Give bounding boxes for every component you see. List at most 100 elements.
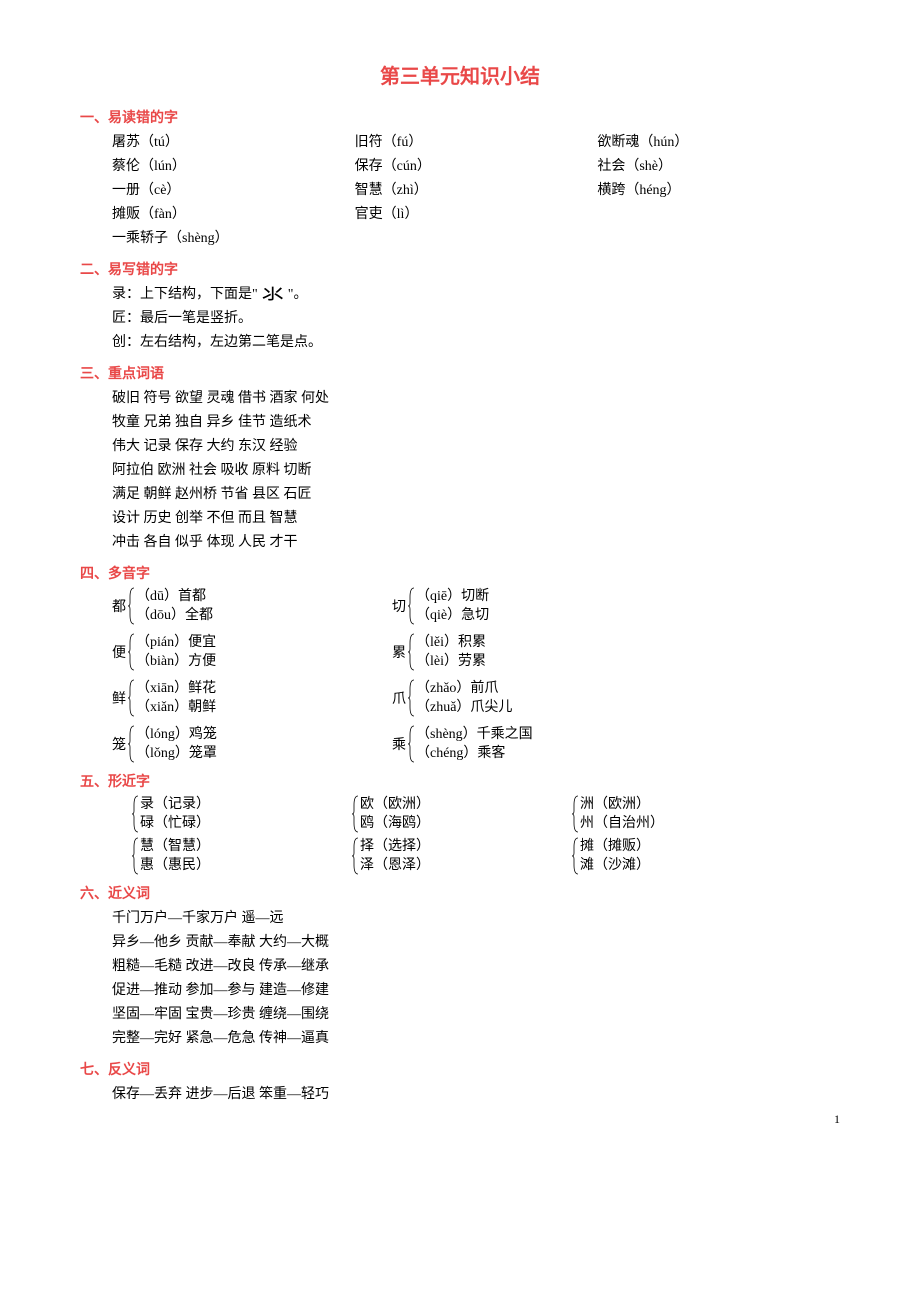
section-1-header: 一、易读错的字	[80, 107, 840, 127]
s6-line: 坚固—牢固 宝贵—珍贵 缠绕—围绕	[112, 1003, 840, 1027]
similar-char: 惠（惠民）	[140, 856, 210, 875]
section-2-content: 录：上下结构，下面是"氺"。 匠：最后一笔是竖折。 创：左右结构，左边第二笔是点…	[112, 283, 840, 355]
brace-icon	[128, 633, 136, 671]
poly-item: 切 （qiē）切断（qiè）急切	[392, 587, 672, 625]
s3-line: 伟大 记录 保存 大约 东汉 经验	[112, 435, 840, 459]
poly-char: 累	[392, 642, 406, 662]
section-4-header: 四、多音字	[80, 563, 840, 583]
similar-item: 欧（欧洲）鸥（海鸥）	[352, 795, 572, 833]
similar-lines: 摊（摊贩）滩（沙滩）	[580, 837, 650, 875]
poly-reading: （biàn）方便	[136, 652, 216, 671]
page-number: 1	[834, 1112, 840, 1127]
poly-reading: （lǒng）笼罩	[136, 744, 217, 763]
poly-char: 笼	[112, 734, 126, 754]
s6-line: 促进—推动 参加—参与 建造—修建	[112, 979, 840, 1003]
poly-item: 都 （dū）首都（dōu）全都	[112, 587, 392, 625]
similar-item: 录（记录）碌（忙碌）	[132, 795, 352, 833]
s3-line: 满足 朝鲜 赵州桥 节省 县区 石匠	[112, 483, 840, 507]
poly-reading: （zhǎo）前爪	[416, 679, 512, 698]
poly-reading: （qiè）急切	[416, 606, 489, 625]
poly-reading: （zhuǎ）爪尖儿	[416, 698, 512, 717]
s6-line: 粗糙—毛糙 改进—改良 传承—继承	[112, 955, 840, 979]
s2-line2: 匠：最后一笔是竖折。	[112, 307, 840, 331]
poly-char: 鲜	[112, 688, 126, 708]
s1-item: 屠苏（tú）	[112, 131, 355, 155]
s6-line: 完整—完好 紧急—危急 传神—逼真	[112, 1027, 840, 1051]
s3-line: 牧童 兄弟 独自 异乡 佳节 造纸术	[112, 411, 840, 435]
poly-lines: （zhǎo）前爪（zhuǎ）爪尖儿	[416, 679, 512, 717]
s3-line: 破旧 符号 欲望 灵魂 借书 酒家 何处	[112, 387, 840, 411]
poly-reading: （xiǎn）朝鲜	[136, 698, 216, 717]
section-1-col3: 欲断魂（hún） 社会（shè） 横跨（héng）	[597, 131, 840, 251]
section-4-content: 都 （dū）首都（dōu）全都 切 （qiē）切断（qiè）急切便 （pián）便宜（b…	[112, 587, 840, 763]
s6-line: 千门万户—千家万户 遥—远	[112, 907, 840, 931]
section-1-col1: 屠苏（tú） 蔡伦（lún） 一册（cè） 摊贩（fàn） 一乘轿子（shèng…	[112, 131, 355, 251]
s1-item: 蔡伦（lún）	[112, 155, 355, 179]
s1-item: 一乘轿子（shèng）	[112, 227, 355, 251]
similar-char: 摊（摊贩）	[580, 837, 650, 856]
similar-char: 择（选择）	[360, 837, 430, 856]
poly-reading: （dōu）全都	[136, 606, 213, 625]
brace-icon	[128, 725, 136, 763]
s1-item: 一册（cè）	[112, 179, 355, 203]
poly-item: 便 （pián）便宜（biàn）方便	[112, 633, 392, 671]
s2-line3: 创：左右结构，左边第二笔是点。	[112, 331, 840, 355]
s3-line: 冲击 各自 似乎 体现 人民 才干	[112, 531, 840, 555]
s2-line1-post: "。	[288, 287, 308, 302]
poly-char: 便	[112, 642, 126, 662]
poly-reading: （lèi）劳累	[416, 652, 486, 671]
similar-lines: 洲（欧洲）州（自治州）	[580, 795, 664, 833]
section-5-header: 五、形近字	[80, 771, 840, 791]
poly-lines: （dū）首都（dōu）全都	[136, 587, 213, 625]
section-2-header: 二、易写错的字	[80, 259, 840, 279]
poly-lines: （lóng）鸡笼（lǒng）笼罩	[136, 725, 217, 763]
s1-item: 保存（cún）	[355, 155, 598, 179]
similar-char: 州（自治州）	[580, 814, 664, 833]
s2-line1: 录：上下结构，下面是"氺"。	[112, 283, 840, 307]
poly-reading: （xiān）鲜花	[136, 679, 216, 698]
s1-item: 欲断魂（hún）	[597, 131, 840, 155]
brace-icon	[128, 587, 136, 625]
s1-item: 横跨（héng）	[597, 179, 840, 203]
poly-lines: （lěi）积累（lèi）劳累	[416, 633, 486, 671]
section-6-header: 六、近义词	[80, 883, 840, 903]
section-1-content: 屠苏（tú） 蔡伦（lún） 一册（cè） 摊贩（fàn） 一乘轿子（shèng…	[112, 131, 840, 251]
poly-lines: （qiē）切断（qiè）急切	[416, 587, 489, 625]
section-7-content: 保存—丢弃 进步—后退 笨重—轻巧	[112, 1083, 840, 1107]
similar-char: 洲（欧洲）	[580, 795, 664, 814]
poly-reading: （lěi）积累	[416, 633, 486, 652]
brace-icon	[572, 837, 580, 875]
section-3-content: 破旧 符号 欲望 灵魂 借书 酒家 何处 牧童 兄弟 独自 异乡 佳节 造纸术 …	[112, 387, 840, 555]
poly-reading: （qiē）切断	[416, 587, 489, 606]
brace-icon	[408, 725, 416, 763]
brace-icon	[408, 679, 416, 717]
poly-char: 都	[112, 596, 126, 616]
s2-line1-pre: 录：上下结构，下面是"	[112, 287, 258, 302]
char-image: 氺	[258, 283, 288, 307]
similar-char: 滩（沙滩）	[580, 856, 650, 875]
s1-item: 智慧（zhì）	[355, 179, 598, 203]
poly-lines: （xiān）鲜花（xiǎn）朝鲜	[136, 679, 216, 717]
poly-item: 乘（shèng）千乘之国（chéng）乘客	[392, 725, 672, 763]
similar-item: 慧（智慧）惠（惠民）	[132, 837, 352, 875]
s7-line: 保存—丢弃 进步—后退 笨重—轻巧	[112, 1083, 840, 1107]
similar-char: 录（记录）	[140, 795, 210, 814]
similar-char: 慧（智慧）	[140, 837, 210, 856]
s1-item: 摊贩（fàn）	[112, 203, 355, 227]
poly-item: 累 （lěi）积累（lèi）劳累	[392, 633, 672, 671]
poly-reading: （shèng）千乘之国	[416, 725, 533, 744]
poly-char: 切	[392, 596, 406, 616]
similar-lines: 择（选择）泽（恩泽）	[360, 837, 430, 875]
similar-item: 洲（欧洲）州（自治州）	[572, 795, 792, 833]
poly-item: 笼 （lóng）鸡笼（lǒng）笼罩	[112, 725, 392, 763]
poly-item: 鲜 （xiān）鲜花（xiǎn）朝鲜	[112, 679, 392, 717]
s1-item: 旧符（fú）	[355, 131, 598, 155]
poly-char: 爪	[392, 688, 406, 708]
s1-item: 官吏（lì）	[355, 203, 598, 227]
poly-reading: （pián）便宜	[136, 633, 216, 652]
similar-lines: 欧（欧洲）鸥（海鸥）	[360, 795, 430, 833]
similar-item: 择（选择）泽（恩泽）	[352, 837, 572, 875]
poly-lines: （shèng）千乘之国（chéng）乘客	[416, 725, 533, 763]
section-5-content: 录（记录）碌（忙碌）欧（欧洲）鸥（海鸥） 洲（欧洲）州（自治州） 慧（智慧）惠（惠民…	[132, 795, 840, 875]
brace-icon	[572, 795, 580, 833]
